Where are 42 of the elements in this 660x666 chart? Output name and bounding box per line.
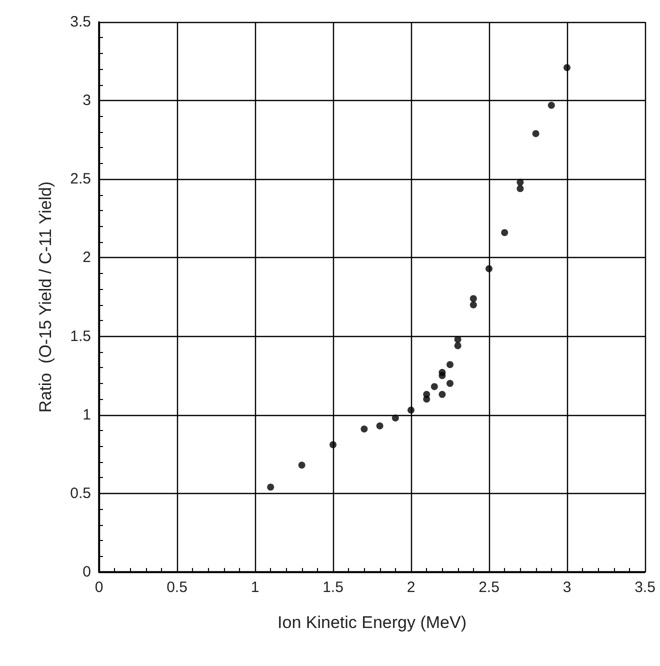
point	[438, 372, 446, 380]
point	[360, 426, 368, 432]
point	[392, 414, 399, 422]
point	[470, 301, 477, 308]
y-tick-label: 1.5	[70, 328, 91, 345]
y-axis-title: Ratio (O-15 Yield / C-11 Yield)	[36, 181, 55, 413]
y-tick-label: 3.5	[70, 14, 91, 30]
point	[376, 422, 384, 430]
point	[470, 295, 477, 302]
y-tick-label: 1	[82, 406, 91, 424]
point	[438, 390, 446, 398]
x-tick-label: 0	[94, 579, 104, 596]
point	[516, 185, 524, 192]
x-tick-label: 3.5	[634, 579, 656, 596]
point	[446, 380, 454, 387]
x-tick-label: 1.5	[322, 579, 344, 596]
point	[501, 229, 508, 236]
x-tick-label: 1	[250, 579, 260, 596]
point	[446, 361, 454, 368]
point	[408, 406, 414, 414]
point	[430, 383, 438, 390]
y-tick-label: 0.5	[70, 484, 91, 502]
x-tick-label: 2.5	[478, 579, 500, 596]
point	[454, 342, 462, 350]
y-tick-label: 2	[82, 249, 91, 266]
point	[454, 336, 462, 343]
y-tick-label: 2.5	[70, 170, 91, 188]
point	[486, 265, 492, 272]
point	[564, 64, 570, 72]
point	[423, 390, 430, 398]
point	[267, 484, 274, 491]
x-axis-title: Ion Kinetic Energy (MeV)	[278, 613, 466, 632]
x-tick-label: 3	[562, 579, 572, 596]
point	[298, 462, 306, 469]
y-tick-label: 3	[82, 92, 91, 110]
point	[548, 102, 555, 109]
y-tick-label: 0	[82, 564, 91, 580]
point	[516, 178, 524, 186]
x-tick-label: 2	[406, 579, 416, 596]
point	[330, 441, 336, 448]
x-tick-label: 0.5	[166, 579, 188, 596]
point	[532, 130, 540, 138]
